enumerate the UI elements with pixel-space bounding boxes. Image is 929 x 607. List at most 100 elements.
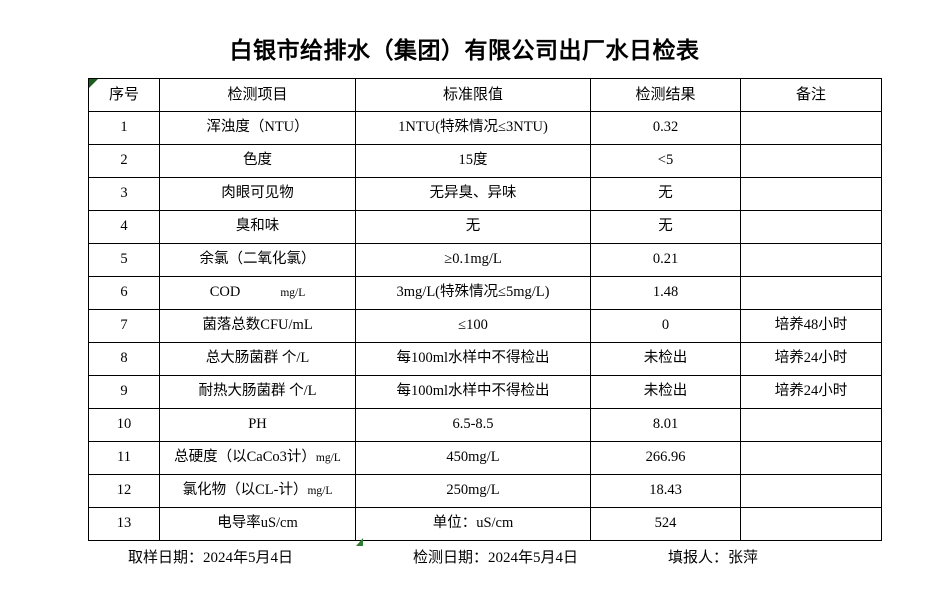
cell-limit: 每100ml水样中不得检出 [355, 375, 591, 409]
cell-limit: 无 [355, 210, 591, 244]
footer: 取样日期：2024年5月4日 检测日期：2024年5月4日 填报人：张萍 [88, 545, 881, 571]
column-header-result: 检测结果 [590, 78, 741, 112]
cell-item: COD mg/L [159, 276, 356, 310]
cell-remark [740, 276, 882, 310]
cell-item: 臭和味 [159, 210, 356, 244]
table-row: 11 总硬度（以CaCo3计）mg/L 450mg/L 266.96 [88, 441, 882, 475]
column-header-item: 检测项目 [159, 78, 356, 112]
table-row: 2 色度 15度 <5 [88, 144, 882, 178]
cell-no: 12 [88, 474, 160, 508]
cell-remark [740, 441, 882, 475]
cell-limit: ≥0.1mg/L [355, 243, 591, 277]
cell-item-unit: mg/L [307, 485, 333, 498]
table-row: 5 余氯（二氧化氯） ≥0.1mg/L 0.21 [88, 243, 882, 277]
cell-item: 氯化物（以CL-计）mg/L [159, 474, 356, 508]
cell-result: <5 [590, 144, 741, 178]
cell-limit: 无异臭、异味 [355, 177, 591, 211]
table-body: 1 浑浊度（NTU） 1NTU(特殊情况≤3NTU) 0.32 2 色度 15度 <5 3 肉眼可… [88, 111, 882, 541]
table-row: 3 肉眼可见物 无异臭、异味无 [88, 177, 882, 211]
cell-item-name: 氯化物（以CL-计） [182, 482, 308, 499]
cell-remark [740, 474, 882, 508]
sample-date-label: 取样日期：2024年5月4日 [128, 550, 294, 566]
cell-item: 总硬度（以CaCo3计）mg/L [159, 441, 356, 475]
cell-result: 未检出 [590, 375, 741, 409]
cell-remark [740, 144, 882, 178]
cell-no: 9 [88, 375, 160, 409]
table-row: 1 浑浊度（NTU） 1NTU(特殊情况≤3NTU) 0.32 [88, 111, 882, 145]
cell-remark [740, 408, 882, 442]
cell-item-name: 总硬度（以CaCo3计） [174, 449, 316, 466]
table-row: 12 氯化物（以CL-计）mg/L 250mg/L 18.43 [88, 474, 882, 508]
cell-no: 13 [88, 507, 160, 541]
cell-no: 10 [88, 408, 160, 442]
cell-no: 7 [88, 309, 160, 343]
cell-remark: 培养24小时 [740, 342, 882, 376]
cell-limit: 3mg/L(特殊情况≤5mg/L) [355, 276, 591, 310]
cell-limit: 450mg/L [355, 441, 591, 475]
cell-item: 余氯（二氧化氯） [159, 243, 356, 277]
cell-no: 1 [88, 111, 160, 145]
cell-limit: 单位：uS/cm [355, 507, 591, 541]
cell-item-name: COD [209, 284, 241, 301]
table-header-row: 序号 检测项目 标准限值 检测结果 备注 [88, 78, 882, 112]
cell-limit: 250mg/L [355, 474, 591, 508]
cell-no: 11 [88, 441, 160, 475]
cell-no: 6 [88, 276, 160, 310]
cell-result: 0 [590, 309, 741, 343]
table-row: 13 电导率uS/cm 单位：uS/cm 524 [88, 507, 882, 541]
cell-result: 无 [590, 210, 741, 244]
table-row: 8 总大肠菌群 个/L 每100ml水样中不得检出 未检出 培养24小时 [88, 342, 882, 376]
table-row: 9 耐热大肠菌群 个/L 每100ml水样中不得检出 未检出 培养24小时 [88, 375, 882, 409]
column-header-no: 序号 [88, 78, 160, 112]
cell-no: 8 [88, 342, 160, 376]
cell-item: 肉眼可见物 [159, 177, 356, 211]
column-header-remark: 备注 [740, 78, 882, 112]
cell-no: 3 [88, 177, 160, 211]
table-row: 4 臭和味无无 [88, 210, 882, 244]
cell-result: 524 [590, 507, 741, 541]
cell-remark [740, 210, 882, 244]
test-date-label: 检测日期：2024年5月4日 [413, 550, 579, 566]
cell-item: 浑浊度（NTU） [159, 111, 356, 145]
cell-result: 0.21 [590, 243, 741, 277]
cell-limit: 1NTU(特殊情况≤3NTU) [355, 111, 591, 145]
cell-remark [740, 243, 882, 277]
reporter-label: 填报人：张萍 [668, 550, 759, 566]
cell-result: 18.43 [590, 474, 741, 508]
cell-limit: 15度 [355, 144, 591, 178]
cell-result: 0.32 [590, 111, 741, 145]
table-row: 6 COD mg/L 3mg/L(特殊情况≤5mg/L) 1.48 [88, 276, 882, 310]
cell-remark: 培养48小时 [740, 309, 882, 343]
cell-no: 5 [88, 243, 160, 277]
cell-remark [740, 177, 882, 211]
cell-result: 8.01 [590, 408, 741, 442]
cell-remark [740, 111, 882, 145]
column-header-limit: 标准限值 [355, 78, 591, 112]
cell-item: 耐热大肠菌群 个/L [159, 375, 356, 409]
water-quality-table: 序号 检测项目 标准限值 检测结果 备注 1 浑浊度（NTU） 1NTU(特殊情况≤… [88, 78, 882, 541]
cell-no: 2 [88, 144, 160, 178]
cell-limit: 每100ml水样中不得检出 [355, 342, 591, 376]
cell-item: 菌落总数CFU/mL [159, 309, 356, 343]
table-row: 10 PH 6.5-8.5 8.01 [88, 408, 882, 442]
cell-limit: ≤100 [355, 309, 591, 343]
cell-result: 1.48 [590, 276, 741, 310]
cell-remark: 培养24小时 [740, 375, 882, 409]
cell-item-unit: mg/L [315, 452, 341, 465]
cell-item: 总大肠菌群 个/L [159, 342, 356, 376]
cell-result: 未检出 [590, 342, 741, 376]
cell-no: 4 [88, 210, 160, 244]
table-row: 7 菌落总数CFU/mL ≤100 0 培养48小时 [88, 309, 882, 343]
cell-result: 266.96 [590, 441, 741, 475]
cell-item-unit: mg/L [280, 287, 306, 300]
green-corner-marker-icon [89, 79, 98, 88]
cell-item: 色度 [159, 144, 356, 178]
cell-result: 无 [590, 177, 741, 211]
cell-limit: 6.5-8.5 [355, 408, 591, 442]
cell-item: 电导率uS/cm [159, 507, 356, 541]
cell-item: PH [159, 408, 356, 442]
page-title: 白银市给排水（集团）有限公司出厂水日检表 [229, 38, 700, 63]
green-corner-marker-icon [356, 538, 363, 546]
cell-remark [740, 507, 882, 541]
